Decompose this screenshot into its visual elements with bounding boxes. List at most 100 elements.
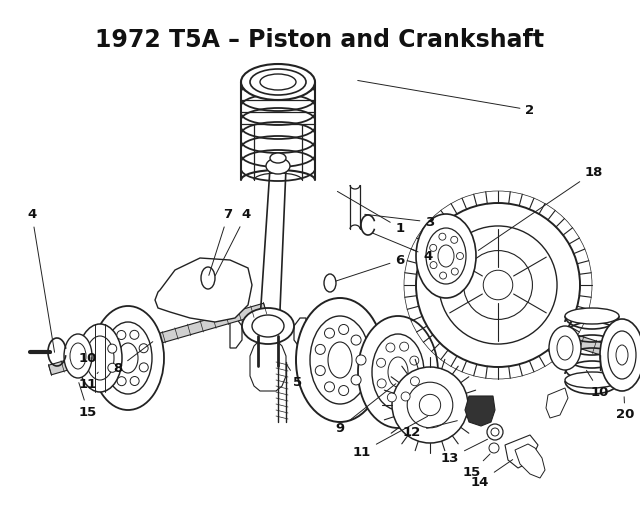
Circle shape (351, 375, 361, 385)
Text: 13: 13 (441, 439, 488, 465)
Circle shape (117, 331, 126, 339)
Circle shape (139, 344, 148, 353)
Text: 8: 8 (113, 342, 153, 375)
Circle shape (410, 356, 419, 365)
Circle shape (483, 270, 513, 300)
Polygon shape (478, 304, 622, 361)
Circle shape (108, 344, 116, 353)
Ellipse shape (242, 308, 294, 344)
Circle shape (377, 379, 386, 388)
Text: 4: 4 (372, 233, 433, 263)
Text: 1: 1 (337, 191, 404, 234)
Circle shape (386, 343, 395, 352)
Ellipse shape (260, 74, 296, 90)
Circle shape (487, 424, 503, 440)
Circle shape (130, 377, 139, 386)
Circle shape (440, 272, 447, 279)
Ellipse shape (241, 64, 315, 100)
Circle shape (416, 203, 580, 367)
Circle shape (419, 394, 440, 416)
Circle shape (429, 244, 436, 251)
Circle shape (351, 335, 361, 345)
Ellipse shape (549, 326, 581, 370)
Text: 2: 2 (358, 81, 534, 117)
Circle shape (399, 342, 409, 351)
Circle shape (376, 358, 385, 368)
Polygon shape (155, 258, 252, 322)
Circle shape (324, 382, 335, 392)
Text: 6: 6 (335, 253, 404, 281)
Ellipse shape (86, 336, 114, 380)
Ellipse shape (372, 334, 424, 410)
Circle shape (410, 377, 419, 386)
Text: 15: 15 (463, 454, 490, 479)
Text: 10: 10 (79, 352, 97, 364)
Ellipse shape (426, 228, 466, 284)
Circle shape (439, 226, 557, 344)
Polygon shape (505, 435, 538, 468)
Ellipse shape (78, 324, 122, 392)
Ellipse shape (252, 315, 284, 337)
Text: 11: 11 (353, 416, 428, 458)
Polygon shape (465, 396, 495, 426)
Ellipse shape (565, 372, 619, 388)
Circle shape (130, 331, 139, 339)
Circle shape (339, 324, 349, 335)
Ellipse shape (201, 267, 215, 289)
Circle shape (430, 262, 437, 269)
Text: 1972 T5A – Piston and Crankshaft: 1972 T5A – Piston and Crankshaft (95, 28, 545, 52)
Ellipse shape (438, 245, 454, 267)
Circle shape (108, 363, 117, 372)
Ellipse shape (70, 343, 86, 369)
Circle shape (392, 367, 468, 443)
Circle shape (489, 443, 499, 453)
Ellipse shape (296, 298, 384, 422)
Circle shape (491, 428, 499, 436)
Circle shape (316, 344, 325, 354)
Circle shape (140, 363, 148, 372)
Text: 4: 4 (215, 209, 251, 276)
Circle shape (316, 365, 325, 376)
Polygon shape (230, 318, 242, 348)
Ellipse shape (600, 319, 640, 391)
Ellipse shape (328, 342, 352, 378)
Ellipse shape (608, 331, 636, 379)
Circle shape (339, 386, 349, 396)
Ellipse shape (416, 214, 476, 298)
Circle shape (407, 382, 453, 428)
Text: 10: 10 (586, 371, 609, 398)
Ellipse shape (358, 316, 438, 428)
Ellipse shape (64, 334, 92, 378)
Ellipse shape (250, 69, 306, 95)
Polygon shape (294, 318, 306, 348)
Circle shape (451, 236, 458, 243)
Polygon shape (250, 340, 286, 391)
Ellipse shape (92, 306, 164, 410)
Circle shape (401, 392, 410, 401)
Ellipse shape (388, 357, 408, 387)
Ellipse shape (324, 274, 336, 292)
Ellipse shape (104, 322, 152, 394)
Ellipse shape (557, 336, 573, 360)
Circle shape (324, 328, 335, 338)
Text: 11: 11 (79, 372, 99, 392)
Polygon shape (546, 388, 568, 418)
Text: 3: 3 (365, 214, 435, 229)
Text: 12: 12 (403, 420, 458, 438)
Ellipse shape (266, 158, 290, 174)
Circle shape (439, 233, 446, 240)
Text: 7: 7 (209, 209, 232, 276)
Ellipse shape (310, 316, 370, 404)
Text: 18: 18 (478, 166, 603, 250)
Text: 5: 5 (287, 364, 303, 389)
Text: 15: 15 (79, 382, 97, 418)
Circle shape (463, 250, 532, 319)
Text: 20: 20 (616, 397, 634, 421)
Circle shape (451, 268, 458, 275)
Circle shape (387, 393, 396, 402)
Polygon shape (49, 303, 266, 375)
Circle shape (117, 377, 126, 386)
Polygon shape (515, 444, 545, 478)
Circle shape (456, 252, 463, 260)
Text: 4: 4 (28, 209, 54, 352)
